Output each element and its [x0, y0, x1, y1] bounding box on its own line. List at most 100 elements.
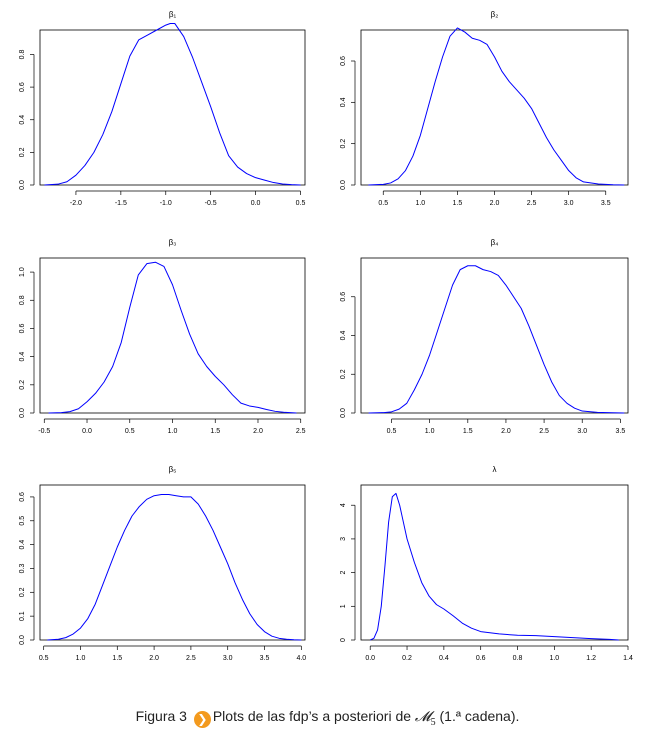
density-panel: β₂ 0.5 1.0 1.5 2.0 2.5 3.0 3.5 0.0 0.2 0.4 0.6 [340, 10, 629, 207]
y-tick-label: 0.8 [19, 50, 26, 60]
math-subscript: 5 [430, 716, 436, 728]
x-tick-label: 0.5 [378, 200, 388, 207]
x-tick-label: 1.0 [168, 428, 178, 435]
x-tick-label: 1.0 [549, 655, 559, 662]
x-tick-label: 0.0 [82, 428, 92, 435]
x-tick-label: 0.0 [251, 200, 261, 207]
y-tick-label: 0.0 [19, 408, 26, 418]
y-tick-label: 0.3 [19, 563, 26, 573]
chevron-right-icon: ❯ [193, 711, 211, 728]
plot-frame [360, 484, 629, 641]
plot-frame [360, 29, 629, 186]
caption-text-after: (1.ª cadena). [435, 708, 520, 724]
y-tick-label: 2 [340, 571, 347, 575]
x-tick-label: 3.0 [564, 200, 574, 207]
y-tick-label: 0.2 [19, 147, 26, 157]
x-tick-label: 0.5 [387, 428, 397, 435]
y-tick-label: 0.8 [19, 295, 26, 305]
math-letter: 𝓜 [414, 710, 431, 725]
x-tick-label: 2.5 [527, 200, 537, 207]
y-tick-label: 3 [340, 537, 347, 541]
x-tick-label: 2.0 [501, 428, 511, 435]
y-tick-label: 0.2 [340, 139, 347, 149]
x-tick-label: 0.4 [439, 655, 449, 662]
x-tick-label: 2.0 [149, 655, 159, 662]
y-tick-label: 4 [340, 503, 347, 507]
x-tick-label: 1.5 [210, 428, 220, 435]
x-tick-label: -1.0 [160, 200, 172, 207]
x-tick-label: 0.5 [296, 200, 306, 207]
density-curve [44, 22, 301, 186]
caption-text-before: Plots de las fdp’s a posteriori de [212, 708, 415, 724]
x-tick-label: 1.2 [586, 655, 596, 662]
y-tick-label: 0.4 [19, 352, 26, 362]
x-tick-label: 1.0 [415, 200, 425, 207]
x-tick-label: 0.6 [476, 655, 486, 662]
y-tick-label: 0.4 [19, 115, 26, 125]
x-tick-label: -0.5 [38, 428, 50, 435]
x-tick-label: 1.0 [425, 428, 435, 435]
x-tick-label: 0.8 [513, 655, 523, 662]
x-tick-label: 0.2 [402, 655, 412, 662]
density-panel: β₁ -2.0 -1.5 -1.0 -0.5 0.0 0.5 0.0 0.2 0.4 0.6 0.8 [19, 10, 305, 207]
y-tick-label: 0.6 [19, 323, 26, 333]
y-tick-label: 0.6 [340, 292, 347, 302]
y-tick-label: 0.0 [19, 180, 26, 190]
x-tick-label: 1.5 [463, 428, 473, 435]
figure-caption: Figura 3 ❯ Plots de las fdp’s a posterior… [0, 708, 655, 728]
panel-title: β₃ [169, 238, 177, 247]
y-tick-label: 0.6 [19, 492, 26, 502]
y-tick-label: 0.5 [19, 516, 26, 526]
x-tick-label: 3.5 [616, 428, 626, 435]
panel-title: β₁ [169, 10, 177, 19]
y-tick-label: 1 [340, 604, 347, 608]
x-tick-label: 2.5 [539, 428, 549, 435]
x-tick-label: -0.5 [205, 200, 217, 207]
figure-charts: β₁-2.0 -1.5 -1.0 -0.5 0.0 0.50.00.20.40.60.8β… [19, 10, 633, 662]
density-panel: λ 0.0 0.2 0.4 0.6 0.8 1.0 1.2 1.4 0 1 2 3 4 [340, 465, 633, 662]
panel-title: β₄ [491, 238, 499, 247]
x-tick-label: 1.5 [112, 655, 122, 662]
plot-frame [39, 29, 306, 186]
y-tick-label: 0.4 [19, 540, 26, 550]
figure-label: Figura 3 [135, 708, 187, 724]
y-tick-label: 0.6 [19, 82, 26, 92]
x-tick-label: 0.5 [125, 428, 135, 435]
panel-title: β₅ [169, 465, 177, 474]
x-tick-label: 1.4 [623, 655, 633, 662]
y-tick-label: 0.4 [340, 331, 347, 341]
x-tick-label: 0.5 [39, 655, 49, 662]
y-tick-label: 0.6 [340, 56, 347, 66]
plot-frame [39, 257, 306, 414]
density-panel: β₅ 0.5 1.0 1.5 2.0 2.5 3.0 3.5 4.0 0.0 0.1 0.2 0.3 0.… [19, 465, 306, 662]
y-tick-label: 0.1 [19, 611, 26, 621]
density-curve [368, 27, 625, 186]
y-tick-label: 1.0 [19, 267, 26, 277]
x-tick-label: 3.0 [577, 428, 587, 435]
x-tick-label: 1.5 [453, 200, 463, 207]
plot-frame [39, 484, 306, 641]
x-tick-label: 4.0 [296, 655, 306, 662]
y-tick-label: 0.2 [19, 587, 26, 597]
panel-title: λ [493, 465, 497, 474]
x-tick-label: 2.0 [490, 200, 500, 207]
x-tick-label: -2.0 [70, 200, 82, 207]
y-tick-label: 0.0 [340, 180, 347, 190]
x-tick-label: 1.0 [76, 655, 86, 662]
y-tick-label: 0.4 [340, 97, 347, 107]
y-tick-label: 0.2 [19, 380, 26, 390]
density-curve [368, 265, 625, 414]
x-tick-label: -1.5 [115, 200, 127, 207]
y-tick-label: 0.0 [340, 408, 347, 418]
x-tick-label: 2.0 [253, 428, 263, 435]
panel-title: β₂ [491, 10, 499, 19]
x-tick-label: 3.5 [260, 655, 270, 662]
y-tick-label: 0.2 [340, 369, 347, 379]
caption-math-symbol: 𝓜5 [414, 710, 436, 728]
density-curve [370, 492, 619, 641]
x-tick-label: 3.5 [601, 200, 611, 207]
x-tick-label: 0.0 [365, 655, 375, 662]
density-panel: β₄ 0.5 1.0 1.5 2.0 2.5 3.0 3.5 0.0 0.2 0.4 0.6 [340, 238, 629, 435]
density-curve [48, 261, 297, 414]
y-tick-label: 0 [340, 638, 347, 642]
